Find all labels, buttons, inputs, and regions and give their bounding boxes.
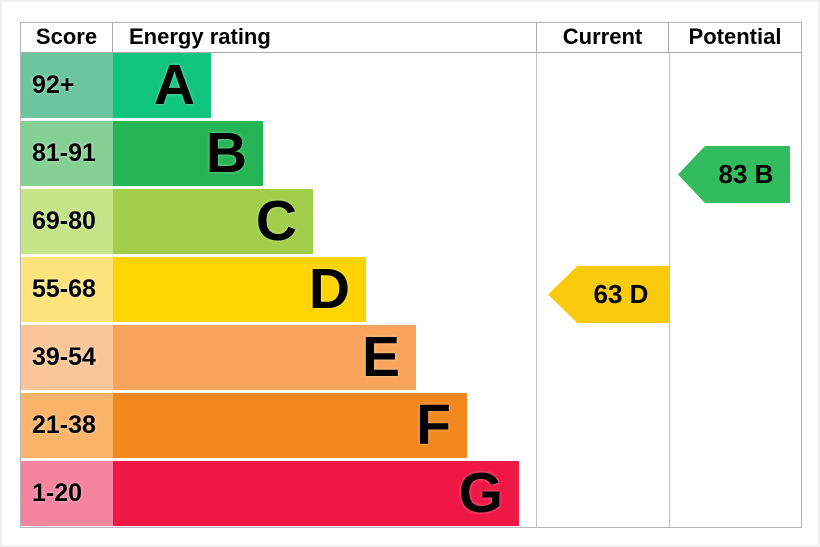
rating-letter: F [416,393,451,457]
potential-column-header: Potential [688,24,782,49]
potential-rating-arrow: 83 B [678,146,790,203]
chart-body: 92+ A 81-91 B 69-80 C 55-68 D 39-54 E 21… [21,53,801,527]
score-cell: 1-20 [21,461,113,526]
band-row-c: 69-80 C [21,189,801,257]
rating-letter: B [205,121,247,185]
potential-rating-label: 83 B [718,159,774,189]
band-row-e: 39-54 E [21,325,801,393]
rating-bar: G [113,461,519,526]
band-row-d: 55-68 D [21,257,801,325]
score-cell: 55-68 [21,257,113,322]
rating-letter: C [255,189,297,253]
rating-letter: E [361,325,400,389]
rating-bar: D [113,257,366,322]
rating-letter: D [308,257,350,321]
rating-letter: G [458,461,503,525]
rating-bar: C [113,189,313,254]
rating-bar: F [113,393,467,458]
header-row: Score Energy rating Current Potential [21,23,801,53]
score-cell: 81-91 [21,121,113,186]
current-column-divider [536,53,537,527]
rating-bar: E [113,325,416,390]
current-column-header: Current [537,23,669,52]
epc-table: Score Energy rating Current Potential 92… [20,22,802,528]
score-cell: 92+ [21,53,113,118]
score-cell: 69-80 [21,189,113,254]
current-rating-label: 63 D [593,279,649,309]
rating-letter: A [153,53,195,117]
rating-bar: B [113,121,263,186]
rating-bar: A [113,53,211,118]
energy-rating-column-header: Energy rating [113,23,537,52]
score-cell: 21-38 [21,393,113,458]
band-row-a: 92+ A [21,53,801,121]
band-row-f: 21-38 F [21,393,801,461]
score-cell: 39-54 [21,325,113,390]
band-row-g: 1-20 G [21,461,801,529]
current-rating-arrow: 63 D [548,266,670,323]
score-column-header: Score [21,23,113,52]
band-row-b: 81-91 B [21,121,801,189]
